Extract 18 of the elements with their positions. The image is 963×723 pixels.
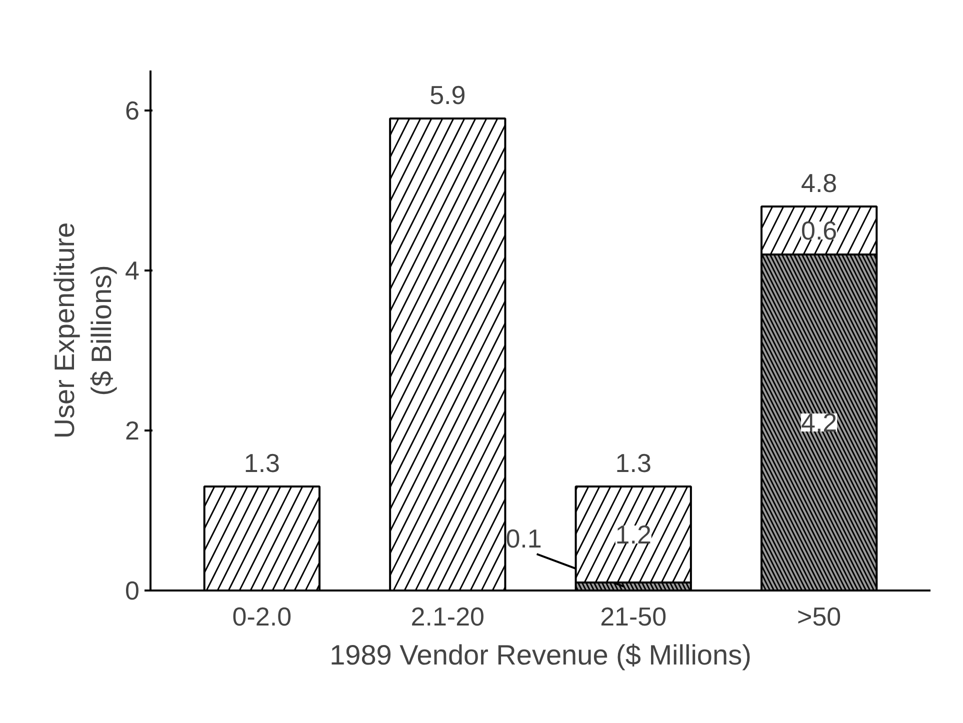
y-axis-title: User Expenditure ($ Billions)	[48, 222, 118, 439]
y-tick-label: 0	[125, 576, 140, 606]
total-label: 1.3	[244, 448, 280, 478]
x-axis-title: 1989 Vendor Revenue ($ Millions)	[330, 640, 752, 670]
y-tick-label: 2	[125, 416, 140, 446]
data-label: 4.2	[801, 408, 838, 438]
data-label: 1.2	[615, 520, 652, 550]
x-tick-label: >50	[797, 602, 842, 632]
y-tick-label: 4	[125, 256, 140, 286]
x-tick-label: 0-2.0	[232, 602, 292, 632]
data-label: 0.1	[506, 524, 542, 554]
total-label: 5.9	[430, 80, 466, 110]
x-tick-label: 21-50	[600, 602, 667, 632]
total-label: 1.3	[615, 448, 652, 478]
x-tick-label: 2.1-20	[410, 602, 485, 632]
total-label: 4.8	[801, 168, 838, 198]
data-label: 0.6	[801, 216, 838, 246]
y-tick-label: 6	[125, 96, 140, 126]
